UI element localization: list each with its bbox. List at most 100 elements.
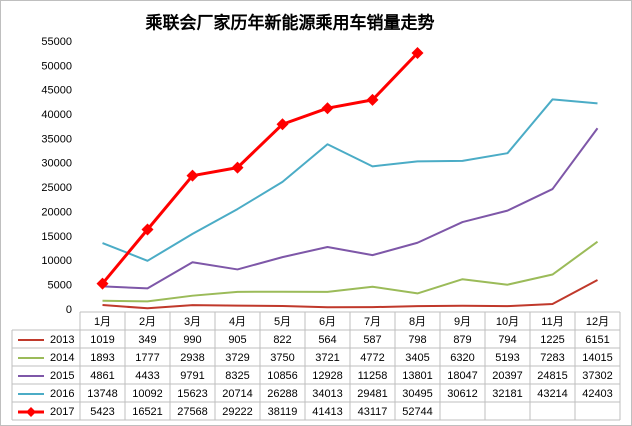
table-value: 20397 [492,370,523,382]
table-value: 29481 [357,388,388,400]
series-line [102,279,598,310]
table-value: 1893 [90,352,114,364]
table-value: 13801 [402,370,433,382]
table-value: 905 [228,334,246,346]
table-value: 879 [453,334,471,346]
y-tick-label: 15000 [41,231,72,243]
table-value: 27568 [177,406,208,418]
table-value: 5423 [90,406,114,418]
table-value: 349 [138,334,156,346]
table-value: 14015 [582,352,613,364]
point-marker [411,46,424,59]
y-tick-label: 35000 [41,133,72,145]
table-value: 41413 [312,406,343,418]
y-tick-label: 10000 [41,255,72,267]
table-value: 38119 [268,406,298,418]
table-value: 13748 [87,388,118,400]
chart-title: 乘联会厂家历年新能源乘用车销量走势 [145,12,435,32]
table-value: 564 [318,334,336,346]
table-value: 1019 [90,334,114,346]
y-tick-label: 25000 [41,182,72,194]
series-line [102,240,599,303]
series-line [102,98,598,262]
legend-label: 2017 [50,406,74,418]
legend-label: 2015 [50,370,74,382]
table-value: 24815 [537,370,568,382]
table-value: 3750 [270,352,294,364]
table-value: 6151 [585,334,609,346]
point-marker [186,169,199,182]
table-value: 3721 [315,352,339,364]
point-marker [96,277,109,290]
y-tick-label: 40000 [41,109,72,121]
table-value: 3405 [405,352,429,364]
point-marker [231,161,244,174]
table-value: 12928 [312,370,343,382]
table-value: 8325 [225,370,249,382]
x-tick-label: 2月 [139,316,156,328]
x-tick-label: 9月 [454,316,471,328]
y-tick-label: 30000 [41,158,72,170]
y-tick-label: 5000 [48,280,72,292]
x-tick-label: 7月 [364,316,381,328]
table-value: 10092 [132,388,163,400]
x-tick-label: 4月 [229,316,246,328]
table-value: 5193 [495,352,519,364]
table-value: 990 [183,334,201,346]
table-value: 43117 [358,406,388,418]
table-value: 37302 [582,370,613,382]
table-value: 11258 [358,370,388,382]
table-value: 43214 [537,388,568,400]
point-marker [141,223,154,236]
table-value: 29222 [222,406,253,418]
table-value: 4861 [90,370,114,382]
x-tick-label: 8月 [409,316,426,328]
x-tick-label: 10月 [496,316,519,328]
table-value: 30612 [447,388,478,400]
table-value: 7283 [540,352,564,364]
y-tick-label: 20000 [41,206,72,218]
x-tick-label: 5月 [274,316,291,328]
table-value: 15623 [177,388,208,400]
legend-label: 2016 [50,388,74,400]
y-tick-label: 0 [66,304,72,316]
table-value: 34013 [312,388,343,400]
table-value: 1225 [540,334,564,346]
y-tick-label: 45000 [41,85,72,97]
series-line [101,51,419,285]
table-value: 6320 [450,352,474,364]
table-value: 822 [273,334,291,346]
table-value: 4772 [360,352,384,364]
table-value: 798 [408,334,426,346]
table-value: 9791 [180,370,204,382]
table-value: 794 [498,334,516,346]
table-value: 18047 [447,370,478,382]
legend-marker [26,407,36,417]
table-value: 32181 [492,388,523,400]
series-line [102,127,599,290]
table-value: 26288 [267,388,298,400]
point-marker [366,93,379,106]
x-tick-label: 3月 [184,316,201,328]
table-value: 42403 [582,388,613,400]
legend-label: 2013 [50,334,74,346]
table-value: 10856 [267,370,298,382]
point-marker [276,118,289,131]
table-value: 20714 [222,388,253,400]
legend-label: 2014 [50,352,74,364]
table-value: 3729 [225,352,249,364]
x-tick-label: 6月 [319,316,336,328]
point-marker [321,102,334,115]
y-tick-label: 50000 [41,60,72,72]
table-value: 2938 [180,352,204,364]
table-value: 587 [363,334,381,346]
table-value: 16521 [132,406,163,418]
table-value: 4433 [135,370,159,382]
table-value: 52744 [402,406,433,418]
x-tick-label: 1月 [94,316,111,328]
x-tick-label: 12月 [586,316,609,328]
table-value: 30495 [402,388,433,400]
x-tick-label: 11月 [541,316,563,328]
